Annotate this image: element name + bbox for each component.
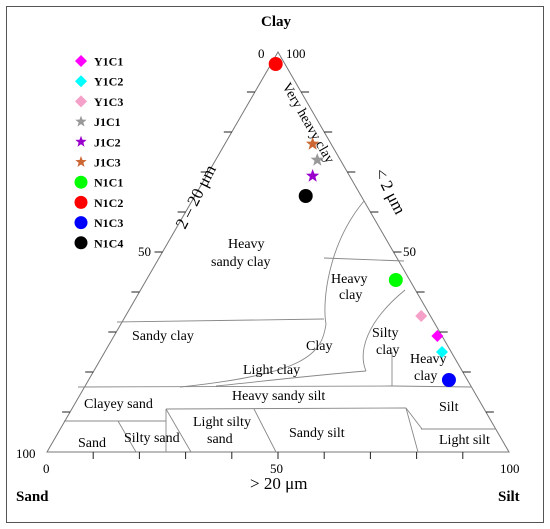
tick-marks [62,91,494,459]
region-label-heavy-clay-lower-2: clay [414,369,437,384]
region-label-light-silt: Light silt [439,433,490,448]
tick-label-bottom-right: 100 [500,461,520,476]
data-point-y1c2 [436,346,449,358]
tick-label-top-right: 100 [286,46,306,61]
data-point-j1c2 [306,169,320,182]
data-point-n1c4 [298,189,313,203]
region-label-sandy-silt: Sandy silt [289,426,345,441]
boundary-very-heavy-clay [179,200,365,388]
legend-marker-n1c3 [74,216,88,230]
legend-marker-y1c1 [75,55,87,67]
legend-marker-n1c4 [74,236,88,250]
region-label-heavy-sandy-silt: Heavy sandy silt [232,389,325,404]
legend-label-n1c4: N1C4 [94,236,123,250]
boundary-sandy-clay-top [116,318,325,323]
data-point-j1c3 [306,137,320,150]
legend-label-y1c2: Y1C2 [94,75,123,89]
legend: Y1C1 Y1C2 Y1C3 J1C1 J1C2 J1C3 N1C1 N1C2 N1C3 N1C4 [74,55,123,250]
region-boundaries [64,200,496,453]
ternary-chart: Clay Sand Silt 0 100 50 50 100 0 50 100 … [6,6,544,523]
data-point-n1c2 [268,57,283,71]
data-point-n1c3 [441,373,456,387]
axis-title-right: < 2 μm [370,165,409,217]
region-label-heavy-clay-2: clay [339,288,362,303]
legend-marker-n1c1 [74,175,88,189]
corner-label-silt: Silt [498,489,520,505]
region-label-silty-clay-2: clay [376,343,399,358]
legend-marker-j1c2 [75,135,87,147]
region-label-clay: Clay [306,339,332,354]
data-point-y1c1 [431,330,444,342]
legend-label-n1c3: N1C3 [94,216,123,230]
legend-marker-n1c2 [74,195,88,209]
data-point-n1c1 [388,273,403,287]
axis-title-bottom: > 20 μm [250,474,307,493]
legend-label-n1c1: N1C1 [94,176,123,190]
legend-label-j1c1: J1C1 [94,115,121,129]
legend-marker-y1c3 [75,95,87,108]
tick-label-top-left: 0 [258,46,265,61]
boundary-silt-top [391,385,473,388]
corner-label-sand: Sand [16,489,49,505]
legend-label-j1c3: J1C3 [94,156,121,170]
legend-label-y1c1: Y1C1 [94,55,123,69]
corner-label-clay: Clay [261,14,292,30]
region-label-very-heavy-clay: Very heavy clay [279,81,337,167]
tick-label-bottom-mid: 50 [270,461,283,476]
region-label-sand: Sand [78,436,106,451]
tick-label-bottom-left-outer: 100 [16,446,36,461]
boundary-sandy-silt-v [253,408,277,453]
region-label-heavy-sandy-clay: Heavy [228,237,265,252]
legend-label-n1c2: N1C2 [94,196,123,210]
legend-marker-j1c3 [75,156,87,167]
region-label-silty-clay: Silty [372,326,398,341]
boundary-silty-sand-v2 [165,408,192,453]
boundary-silt-sandy-v [405,407,419,453]
axis-title-left: 2 – 20 μm [172,162,220,232]
region-label-silt: Silt [439,400,459,415]
region-label-light-silty-sand-2: sand [207,432,233,447]
boundary-light-silt-left [405,407,423,430]
boundary-heavy-clay [323,257,405,262]
region-label-heavy-clay-lower: Heavy [410,352,447,367]
region-label-silty-sand: Silty sand [124,431,180,446]
legend-marker-j1c1 [75,115,87,127]
region-label-sandy-clay: Sandy clay [132,329,194,344]
boundary-silty-clay [215,370,367,387]
chart-frame: Clay Sand Silt 0 100 50 50 100 0 50 100 … [6,6,544,523]
legend-marker-y1c2 [75,75,87,88]
region-label-light-clay: Light clay [243,363,300,378]
region-label-light-silty-sand: Light silty [193,415,251,430]
boundary-silty-sand-v1 [117,420,137,453]
tick-label-bottom-left: 0 [43,461,50,476]
region-label-heavy-clay: Heavy [331,272,368,287]
legend-label-y1c3: Y1C3 [94,95,123,109]
region-labels: Very heavy clay Heavy sandy clay Heavy c… [78,81,490,452]
data-point-y1c3 [415,310,428,322]
data-point-j1c1 [310,153,324,166]
boundary-light-clay-bottom [77,385,393,388]
tick-label-right-mid: 50 [403,244,416,259]
tick-label-left-mid: 50 [138,244,151,259]
boundary-clay-right [362,289,406,372]
region-label-clayey-sand: Clayey sand [84,397,153,412]
boundary-heavy-sandy-silt-bottom [165,407,407,410]
legend-label-j1c2: J1C2 [94,135,121,149]
data-points [268,57,456,387]
region-label-heavy-sandy-clay-2: sandy clay [211,255,270,270]
